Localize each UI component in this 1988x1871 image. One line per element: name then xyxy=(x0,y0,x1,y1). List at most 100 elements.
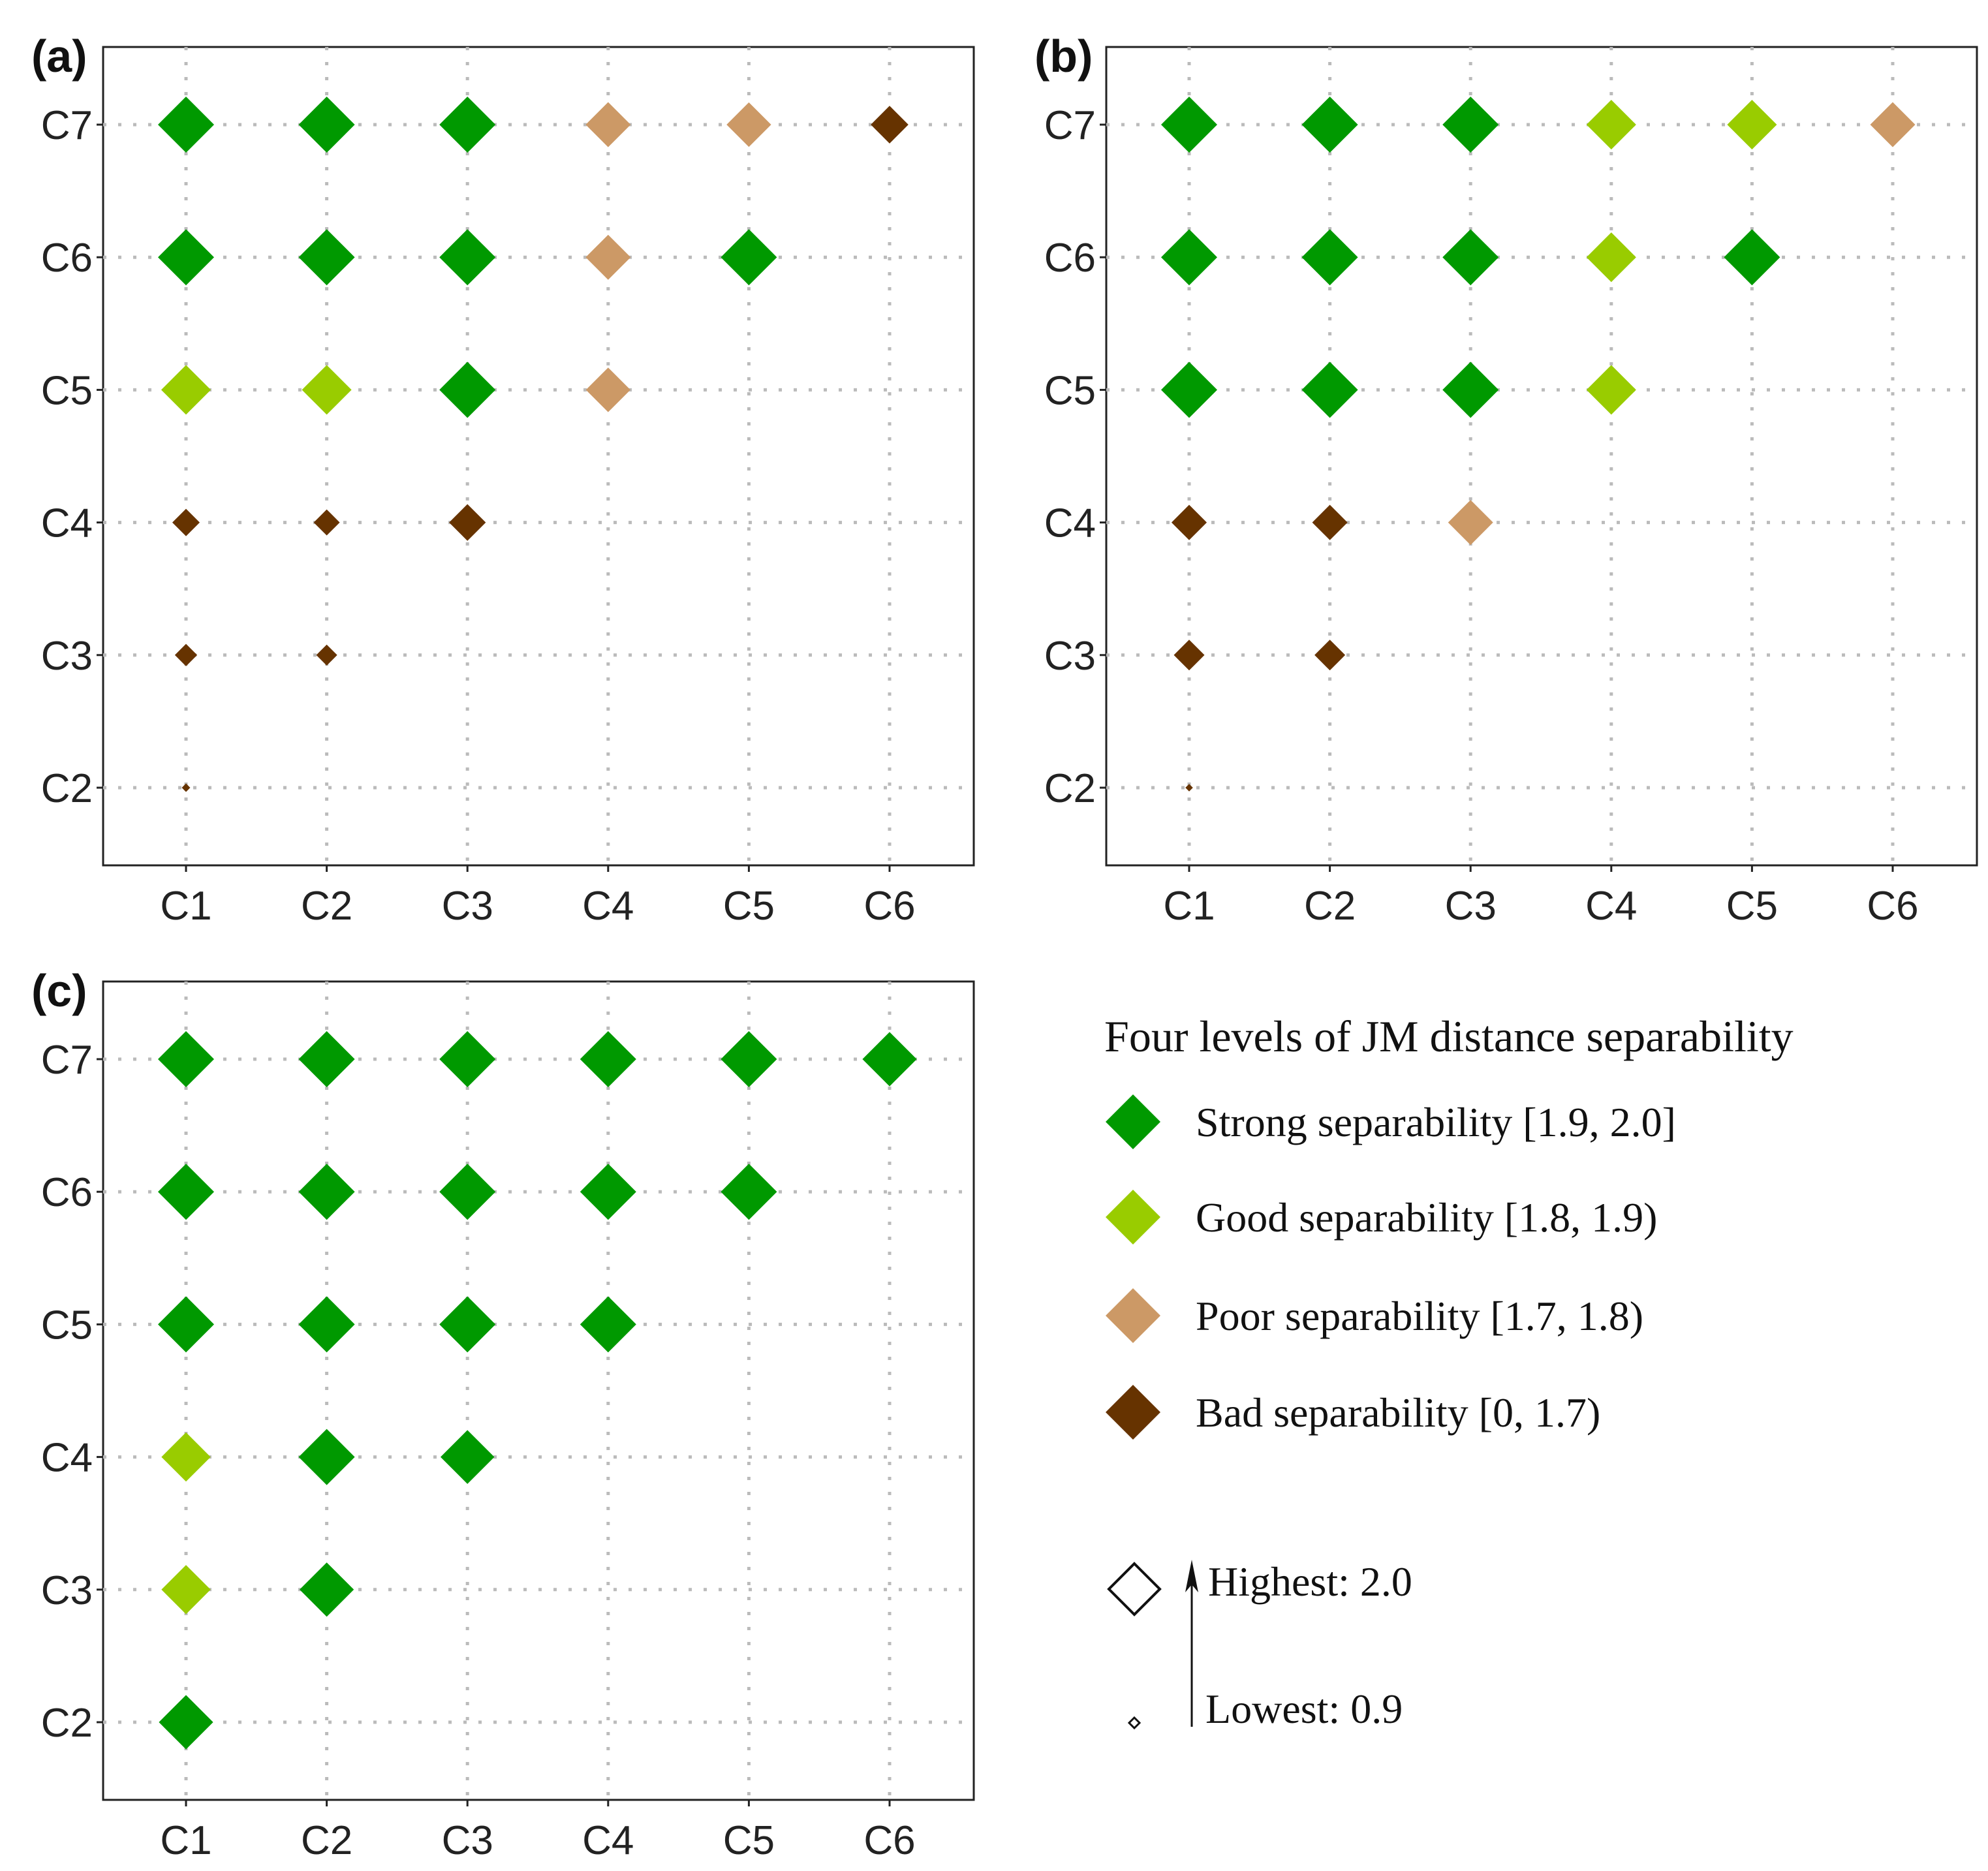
plot-frame xyxy=(102,46,975,867)
y-tick-label: C5 xyxy=(1044,368,1096,413)
point-C3-C6-strong xyxy=(439,229,496,286)
x-tick-label: C5 xyxy=(723,1818,775,1863)
point-C1-C4-bad xyxy=(1171,504,1207,540)
legend-size-highest: Highest: 2.0 xyxy=(1208,1558,1412,1605)
point-C3-C6-strong xyxy=(1442,229,1499,286)
y-tick-label: C2 xyxy=(1044,766,1096,811)
point-C4-C6-poor xyxy=(585,234,631,280)
point-C4-C7-good xyxy=(1586,99,1636,150)
point-C1-C2-strong xyxy=(159,1695,213,1750)
x-tick-label: C4 xyxy=(582,884,634,929)
point-C2-C3-bad xyxy=(316,644,337,666)
point-C3-C5-strong xyxy=(439,362,496,418)
point-C2-C4-strong xyxy=(298,1429,355,1485)
point-C1-C7-strong xyxy=(158,1031,214,1087)
point-C5-C6-strong xyxy=(721,229,777,286)
legend-good-label: Good separability [1.8, 1.9) xyxy=(1196,1194,1657,1241)
x-tick-label: C5 xyxy=(723,884,775,929)
point-C5-C6-strong xyxy=(721,1164,777,1220)
panel-label: (b) xyxy=(1034,31,1093,82)
x-tick-label: C2 xyxy=(301,1818,352,1863)
point-C3-C5-strong xyxy=(1442,362,1499,418)
y-tick-label: C2 xyxy=(41,766,93,811)
panel-a: C1 C2 C3 C4 C5 C6 C2 C3 C4 C5 C6 C7 (a) xyxy=(31,31,975,929)
point-C5-C7-good xyxy=(1727,99,1777,150)
point-C4-C6-good xyxy=(1586,232,1636,283)
y-tick-label: C6 xyxy=(41,1170,93,1215)
x-tick-label: C6 xyxy=(1867,884,1918,929)
legend-size-highest-diamond xyxy=(1107,1562,1162,1616)
point-C4-C7-strong xyxy=(580,1031,636,1087)
panel-c: C1 C2 C3 C4 C5 C6 C2 C3 C4 C5 C6 C7 (c) xyxy=(31,965,975,1863)
point-C2-C4-bad xyxy=(1312,504,1348,540)
point-C2-C3-bad xyxy=(1314,640,1346,671)
legend-good-diamond xyxy=(1106,1190,1160,1245)
point-C2-C5-good xyxy=(302,365,352,415)
legend-bad-diamond xyxy=(1106,1385,1160,1440)
point-C2-C7-strong xyxy=(298,1031,355,1087)
x-tick-label: C2 xyxy=(1304,884,1356,929)
point-C1-C6-strong xyxy=(158,1164,214,1220)
y-tick-label: C5 xyxy=(41,368,93,413)
x-tick-label: C4 xyxy=(582,1818,634,1863)
point-C2-C5-strong xyxy=(1301,362,1358,418)
point-C1-C4-bad xyxy=(172,508,200,536)
point-C6-C7-bad xyxy=(871,106,909,144)
point-C5-C7-strong xyxy=(721,1031,777,1087)
legend-title: Four levels of JM distance separability xyxy=(1104,1012,1794,1061)
point-C2-C7-strong xyxy=(1301,97,1358,153)
point-C2-C6-strong xyxy=(1301,229,1358,286)
point-C2-C5-strong xyxy=(298,1296,355,1353)
x-tick-label: C3 xyxy=(442,884,493,929)
point-C1-C2-bad xyxy=(181,783,191,792)
point-C2-C6-strong xyxy=(298,229,355,286)
y-tick-label: C6 xyxy=(1044,236,1096,281)
point-C1-C7-strong xyxy=(158,97,214,153)
point-C3-C7-strong xyxy=(439,97,496,153)
x-tick-label: C1 xyxy=(1163,884,1215,929)
point-C1-C2-bad xyxy=(1185,784,1193,792)
legend-poor-diamond xyxy=(1106,1288,1160,1343)
point-C3-C7-strong xyxy=(1442,97,1499,153)
y-tick-label: C6 xyxy=(41,236,93,281)
point-C1-C5-good xyxy=(161,365,211,415)
arrow-head-icon xyxy=(1185,1560,1198,1592)
x-tick-label: C3 xyxy=(442,1818,493,1863)
point-C4-C5-good xyxy=(1586,365,1636,415)
legend: Four levels of JM distance separability … xyxy=(1104,1012,1794,1732)
point-C3-C4-poor xyxy=(1448,500,1493,546)
point-C6-C7-poor xyxy=(1870,102,1916,147)
panel-label: (a) xyxy=(31,31,87,82)
legend-strong-label: Strong separability [1.9, 2.0] xyxy=(1196,1099,1676,1145)
x-tick-label: C5 xyxy=(1726,884,1778,929)
point-C3-C6-strong xyxy=(439,1164,496,1220)
legend-size-lowest-diamond xyxy=(1127,1716,1142,1730)
point-C1-C4-good xyxy=(161,1432,211,1482)
plot-frame xyxy=(1105,46,1978,867)
point-C5-C7-poor xyxy=(726,102,771,147)
legend-strong-diamond xyxy=(1106,1094,1160,1149)
point-C2-C6-strong xyxy=(298,1164,355,1220)
y-tick-label: C7 xyxy=(41,1038,93,1083)
point-C1-C5-strong xyxy=(158,1296,214,1353)
point-C4-C6-strong xyxy=(580,1164,636,1220)
y-tick-label: C4 xyxy=(41,501,93,546)
x-tick-label: C2 xyxy=(301,884,352,929)
x-tick-label: C6 xyxy=(863,884,915,929)
x-tick-label: C3 xyxy=(1445,884,1497,929)
y-tick-label: C3 xyxy=(1044,634,1096,679)
point-C1-C5-strong xyxy=(1161,362,1217,418)
point-C5-C6-strong xyxy=(1724,229,1780,286)
x-tick-label: C6 xyxy=(863,1818,915,1863)
point-C1-C6-strong xyxy=(158,229,214,286)
point-C2-C7-strong xyxy=(298,97,355,153)
legend-poor-label: Poor separability [1.7, 1.8) xyxy=(1196,1293,1643,1339)
y-tick-label: C7 xyxy=(1044,103,1096,148)
point-C1-C3-bad xyxy=(174,643,198,666)
point-C2-C3-strong xyxy=(300,1562,354,1617)
point-C6-C7-strong xyxy=(862,1032,917,1087)
point-C3-C5-strong xyxy=(439,1296,496,1353)
panel-b: C1 C2 C3 C4 C5 C6 C2 C3 C4 C5 C6 C7 (b) xyxy=(1034,31,1978,929)
y-tick-label: C3 xyxy=(41,1568,93,1613)
